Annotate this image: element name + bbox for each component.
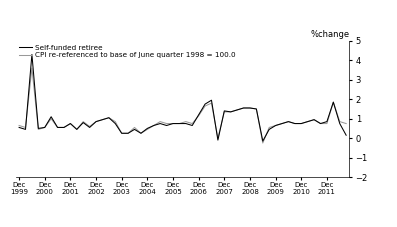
Self-funded retiree xyxy=(222,110,227,112)
CPI re-referenced to base of June quarter 1998 = 100.0 xyxy=(17,124,21,127)
CPI re-referenced to base of June quarter 1998 = 100.0 xyxy=(177,122,182,125)
Text: %change: %change xyxy=(310,30,349,39)
Self-funded retiree xyxy=(177,122,182,125)
CPI re-referenced to base of June quarter 1998 = 100.0 xyxy=(29,67,34,69)
CPI re-referenced to base of June quarter 1998 = 100.0 xyxy=(196,114,201,117)
CPI re-referenced to base of June quarter 1998 = 100.0 xyxy=(260,142,265,144)
Self-funded retiree xyxy=(139,132,143,135)
Legend: Self-funded retiree, CPI re-referenced to base of June quarter 1998 = 100.0: Self-funded retiree, CPI re-referenced t… xyxy=(19,44,236,58)
Self-funded retiree xyxy=(49,115,54,118)
Self-funded retiree xyxy=(17,126,21,129)
Line: CPI re-referenced to base of June quarter 1998 = 100.0: CPI re-referenced to base of June quarte… xyxy=(19,68,346,143)
Self-funded retiree xyxy=(29,53,34,56)
CPI re-referenced to base of June quarter 1998 = 100.0 xyxy=(222,111,227,113)
Self-funded retiree xyxy=(196,114,201,116)
Line: Self-funded retiree: Self-funded retiree xyxy=(19,54,346,141)
CPI re-referenced to base of June quarter 1998 = 100.0 xyxy=(235,109,239,111)
CPI re-referenced to base of June quarter 1998 = 100.0 xyxy=(344,122,349,125)
CPI re-referenced to base of June quarter 1998 = 100.0 xyxy=(139,132,143,135)
Self-funded retiree xyxy=(235,109,239,111)
Self-funded retiree xyxy=(260,140,265,142)
CPI re-referenced to base of June quarter 1998 = 100.0 xyxy=(49,117,54,120)
Self-funded retiree xyxy=(344,134,349,137)
